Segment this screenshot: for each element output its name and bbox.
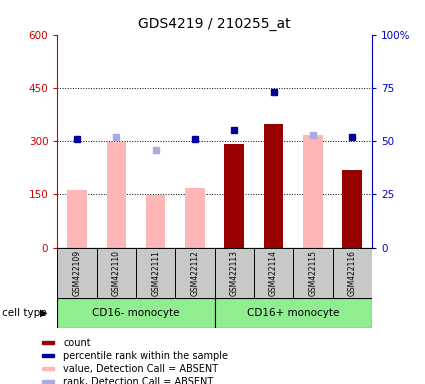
- Bar: [293, 248, 332, 298]
- Bar: [224, 144, 244, 248]
- Text: GSM422116: GSM422116: [348, 250, 357, 296]
- Bar: [185, 188, 205, 248]
- Text: CD16- monocyte: CD16- monocyte: [92, 308, 180, 318]
- Bar: [67, 190, 87, 248]
- Bar: [343, 170, 362, 248]
- Bar: [42, 354, 54, 357]
- Text: GSM422112: GSM422112: [190, 250, 199, 296]
- Bar: [136, 248, 175, 298]
- Bar: [42, 367, 54, 370]
- Text: GSM422115: GSM422115: [309, 250, 317, 296]
- Text: value, Detection Call = ABSENT: value, Detection Call = ABSENT: [63, 364, 218, 374]
- Bar: [254, 248, 293, 298]
- Bar: [215, 298, 372, 328]
- Bar: [42, 380, 54, 383]
- Title: GDS4219 / 210255_at: GDS4219 / 210255_at: [138, 17, 291, 31]
- Bar: [57, 298, 215, 328]
- Bar: [264, 124, 283, 248]
- Bar: [107, 142, 126, 248]
- Text: GSM422113: GSM422113: [230, 250, 239, 296]
- Text: CD16+ monocyte: CD16+ monocyte: [247, 308, 340, 318]
- Text: GSM422109: GSM422109: [73, 250, 82, 296]
- Text: rank, Detection Call = ABSENT: rank, Detection Call = ABSENT: [63, 377, 214, 384]
- Bar: [146, 195, 165, 248]
- Bar: [57, 248, 96, 298]
- Bar: [303, 135, 323, 248]
- Bar: [215, 248, 254, 298]
- Bar: [332, 248, 372, 298]
- Text: cell type: cell type: [2, 308, 47, 318]
- Text: ▶: ▶: [40, 308, 47, 318]
- Bar: [175, 248, 215, 298]
- Text: GSM422111: GSM422111: [151, 250, 160, 296]
- Bar: [96, 248, 136, 298]
- Text: GSM422114: GSM422114: [269, 250, 278, 296]
- Bar: [42, 341, 54, 344]
- Text: GSM422110: GSM422110: [112, 250, 121, 296]
- Text: count: count: [63, 338, 91, 348]
- Text: percentile rank within the sample: percentile rank within the sample: [63, 351, 228, 361]
